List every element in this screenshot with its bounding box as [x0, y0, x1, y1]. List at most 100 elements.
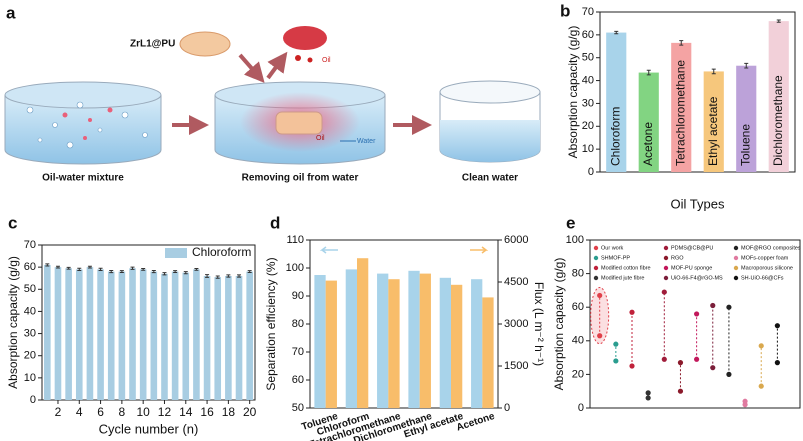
error-bar	[87, 265, 92, 269]
range-max	[742, 398, 748, 404]
bar	[482, 297, 494, 408]
range-min	[726, 371, 732, 377]
error-bar	[45, 263, 50, 267]
y-tick-label: 20	[24, 350, 36, 362]
y-axis-label: Absorption capacity (g/g)	[552, 258, 566, 391]
range-max	[613, 341, 619, 347]
bar	[471, 279, 483, 408]
y-tick-label: 40	[582, 74, 594, 86]
category-label: Acetone	[641, 122, 655, 166]
range-max	[694, 311, 700, 317]
error-bar	[66, 266, 71, 270]
y-tick-label: 70	[24, 239, 36, 251]
bar	[703, 71, 724, 172]
error-bar	[215, 275, 220, 279]
y-tick-label: 100	[286, 262, 304, 274]
legend-marker	[733, 255, 739, 261]
y-tick-label: 60	[292, 374, 304, 386]
bar	[325, 280, 337, 408]
legend-label: Modified cotton fibre	[601, 265, 651, 271]
y-axis-label: Separation efficiency (%)	[264, 257, 278, 390]
error-bar	[141, 267, 146, 271]
legend-marker	[593, 275, 599, 281]
panel-letter: d	[270, 213, 280, 232]
x-tick-label: 10	[136, 405, 150, 419]
y-tick-label: 90	[292, 290, 304, 302]
category-label: Chloroform	[608, 107, 622, 166]
range-max	[774, 323, 780, 329]
error-bar	[646, 69, 651, 76]
bar	[419, 273, 431, 408]
bar	[150, 271, 158, 400]
range-max	[726, 304, 732, 310]
clean-water	[440, 120, 540, 162]
bar	[203, 276, 211, 400]
range-min	[677, 388, 684, 394]
bar	[235, 276, 243, 400]
legend-label: PDMS@CB@PU	[671, 245, 713, 251]
legend-label: Chloroform	[192, 245, 251, 259]
error-bar	[614, 30, 619, 35]
bar	[408, 270, 420, 408]
step-label: Oil-water mixture	[42, 173, 124, 184]
bar	[107, 271, 115, 400]
plot-frame	[309, 239, 499, 409]
y2-tick-label: 0	[504, 402, 510, 414]
error-bar	[679, 40, 684, 46]
range-min	[758, 383, 764, 389]
y-tick-label: 30	[24, 327, 36, 339]
bar	[171, 271, 179, 400]
error-bar	[98, 267, 103, 271]
y-tick-label: 50	[24, 283, 36, 295]
x-axis-label: Oil Types	[671, 196, 725, 211]
panel-letter: a	[6, 3, 16, 22]
error-bar	[776, 19, 781, 23]
panel-a: a ZrL1@PU Oil Oil-water mixture Oil Wate…	[4, 3, 541, 184]
y-tick-label: 60	[24, 261, 36, 273]
error-bar	[247, 270, 252, 273]
y-tick-label: 60	[572, 301, 584, 313]
panel-letter: b	[560, 1, 570, 20]
step-label: Removing oil from water	[242, 173, 359, 184]
axis-arrow	[470, 246, 489, 254]
category-label: Ethyl acetate	[706, 96, 720, 166]
y-tick-label: 20	[582, 120, 594, 132]
category-label: Dichloromethane	[771, 75, 785, 166]
y-tick-label: 50	[292, 402, 304, 414]
legend-marker	[733, 265, 739, 271]
error-bar	[183, 271, 188, 275]
range-min	[774, 360, 780, 366]
x-tick-label: 4	[76, 405, 83, 419]
range-min	[710, 365, 716, 371]
y2-tick-label: 3000	[504, 318, 528, 330]
error-bar	[55, 265, 60, 269]
plot-frame	[599, 11, 796, 173]
bar	[439, 277, 451, 408]
legend-label: SHMOF-PP	[601, 255, 630, 261]
legend-marker	[663, 255, 669, 261]
error-bar	[744, 62, 749, 69]
bar	[768, 21, 789, 173]
sponge	[179, 31, 231, 57]
bar	[388, 279, 400, 408]
bar	[182, 272, 190, 400]
legend-marker	[733, 245, 739, 251]
range-max	[661, 289, 667, 295]
drop	[307, 57, 313, 63]
error-bar	[226, 274, 231, 278]
bubbles	[26, 101, 148, 149]
bar	[86, 267, 94, 400]
y-tick-label: 0	[30, 394, 36, 406]
legend-label: MOF@RGO composites	[741, 245, 801, 251]
y-tick-label: 70	[292, 346, 304, 358]
x-tick-label: 6	[97, 405, 104, 419]
x-tick-label: 2	[55, 405, 62, 419]
legend-label: RGO	[671, 255, 684, 261]
bar	[225, 276, 232, 400]
range-max	[597, 292, 603, 299]
y-tick-label: 80	[292, 318, 304, 330]
y-tick-label: 60	[582, 29, 594, 41]
plot-frame	[589, 239, 801, 409]
error-bar	[77, 267, 82, 271]
